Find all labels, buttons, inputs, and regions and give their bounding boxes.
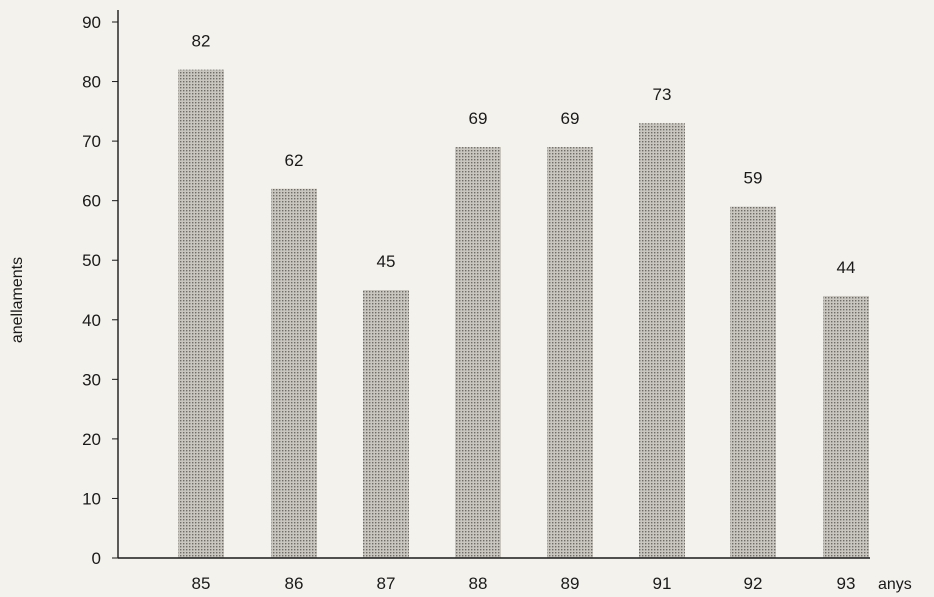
bar-91 — [639, 123, 685, 558]
x-axis-ticks: 85 86 87 88 89 91 92 93 — [192, 574, 856, 593]
x-tick-label-93: 93 — [837, 574, 856, 593]
x-tick-label-86: 86 — [285, 574, 304, 593]
y-axis-title: anellaments — [9, 257, 26, 343]
x-axis-title: anys — [878, 576, 912, 593]
data-labels-group: 82 62 45 69 69 73 59 44 — [192, 32, 856, 277]
data-label-85: 82 — [192, 32, 211, 51]
x-tick-label-85: 85 — [192, 574, 211, 593]
x-tick-label-87: 87 — [377, 574, 396, 593]
y-tick-label: 70 — [82, 132, 101, 151]
data-label-91: 73 — [653, 85, 672, 104]
y-tick-label: 80 — [82, 73, 101, 92]
y-axis-ticks: 0 10 20 30 40 50 60 70 80 90 — [82, 13, 118, 568]
data-label-88: 69 — [469, 109, 488, 128]
bar-85 — [178, 69, 224, 559]
data-label-87: 45 — [377, 252, 396, 271]
y-tick-label: 90 — [82, 13, 101, 32]
bars-group — [178, 69, 869, 559]
y-tick-label: 60 — [82, 192, 101, 211]
bar-92 — [730, 206, 776, 558]
bar-86 — [271, 188, 317, 558]
x-tick-label-91: 91 — [653, 574, 672, 593]
x-tick-label-89: 89 — [561, 574, 580, 593]
bar-93 — [823, 295, 869, 558]
x-tick-label-92: 92 — [744, 574, 763, 593]
data-label-92: 59 — [744, 169, 763, 188]
data-label-89: 69 — [561, 109, 580, 128]
x-tick-label-88: 88 — [469, 574, 488, 593]
y-tick-label: 10 — [82, 489, 101, 508]
bar-88 — [455, 147, 501, 559]
y-tick-label: 20 — [82, 430, 101, 449]
bar-89 — [547, 147, 593, 559]
y-tick-label: 40 — [82, 311, 101, 330]
y-tick-label: 30 — [82, 370, 101, 389]
data-label-93: 44 — [837, 258, 856, 277]
bar-87 — [363, 290, 409, 558]
y-tick-label: 0 — [92, 549, 101, 568]
data-label-86: 62 — [285, 151, 304, 170]
y-tick-label: 50 — [82, 251, 101, 270]
